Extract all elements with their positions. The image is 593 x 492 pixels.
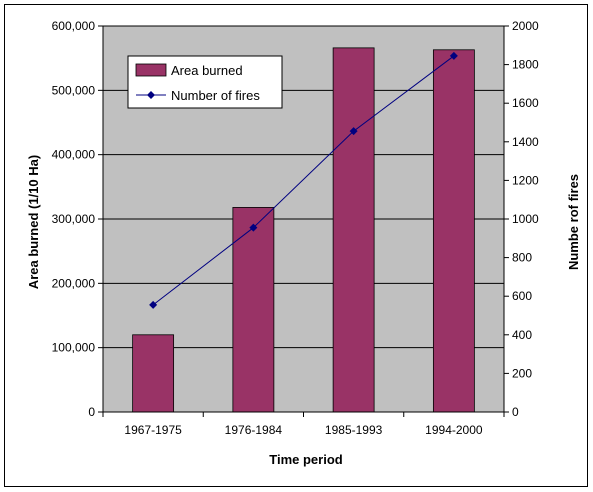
x-axis-title: Time period [269, 452, 343, 467]
line-series [149, 51, 458, 309]
y-tick-label: 0 [88, 405, 95, 419]
x-tick-label: 1967-1975 [124, 423, 182, 437]
legend-label-area-burned: Area burned [171, 63, 243, 78]
x-tick-label: 1976-1984 [225, 423, 283, 437]
y2-tick-label: 2000 [512, 19, 539, 33]
x-tick-label: 1985-1993 [325, 423, 383, 437]
y-tick-label: 500,000 [52, 83, 96, 97]
y2-tick-label: 400 [512, 328, 532, 342]
bar-area-burned [432, 49, 475, 413]
y2-tick-label: 1800 [512, 58, 539, 72]
y2-tick-label: 1200 [512, 173, 539, 187]
y-axis-ticks: 0 100,000 200,000 300,000 400,000 500,000 600,… [52, 19, 96, 419]
axes [98, 25, 509, 417]
line-number-of-fires [152, 55, 455, 306]
y2-tick-label: 200 [512, 366, 532, 380]
y-tick-label: 300,000 [52, 212, 96, 226]
y-tick-label: 200,000 [52, 276, 96, 290]
y2-tick-label: 1000 [512, 212, 539, 226]
y2-tick-label: 0 [512, 405, 519, 419]
y-tick-label: 600,000 [52, 19, 96, 33]
y2-tick-label: 800 [512, 251, 532, 265]
point-number-of-fires [349, 127, 358, 136]
bar-area-burned [132, 334, 175, 413]
y2-axis-title: Numbe rof fires [566, 174, 581, 270]
bar-series [132, 47, 475, 413]
x-axis-ticks: 1967-1975 1976-1984 1985-1993 1994-2000 [124, 423, 482, 437]
y2-tick-label: 1400 [512, 135, 539, 149]
point-number-of-fires [149, 300, 158, 309]
legend-marker-number-of-fires [147, 91, 155, 99]
legend-label-number-of-fires: Number of fires [171, 88, 260, 103]
y2-tick-label: 1600 [512, 96, 539, 110]
y-tick-label: 400,000 [52, 148, 96, 162]
bar-area-burned [332, 47, 375, 413]
x-tick-label: 1994-2000 [425, 423, 483, 437]
y-axis-title: Area burned (1/10 Ha) [26, 155, 41, 289]
y2-axis-ticks: 0 200 400 600 800 1000 1200 1400 1600 1800 2000 [512, 19, 539, 419]
y2-tick-label: 600 [512, 289, 532, 303]
legend-swatch-area-burned [135, 63, 167, 77]
y-tick-label: 100,000 [52, 341, 96, 355]
point-number-of-fires [449, 51, 458, 60]
legend: Area burned Number of fires [127, 55, 283, 109]
point-number-of-fires [249, 223, 258, 232]
